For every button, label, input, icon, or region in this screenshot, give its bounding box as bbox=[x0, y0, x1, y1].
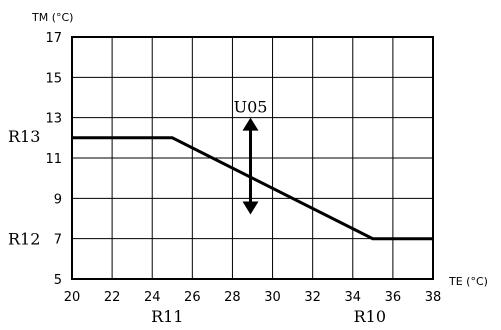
y-tick-label: 11 bbox=[45, 152, 62, 167]
r13-label: R13 bbox=[8, 127, 40, 146]
y-tick-labels: 5 7 9 11 13 15 17 bbox=[45, 31, 62, 288]
y-tick-label: 13 bbox=[45, 112, 62, 127]
u05-double-arrow bbox=[242, 117, 259, 215]
r10-label: R10 bbox=[354, 307, 386, 326]
u05-label: U05 bbox=[234, 98, 268, 117]
x-tick-label: 20 bbox=[64, 290, 81, 305]
y-axis-title: TM (°C) bbox=[31, 11, 73, 24]
arrow-head-down bbox=[242, 201, 259, 215]
x-tick-label: 22 bbox=[104, 290, 121, 305]
plot-frame bbox=[71, 36, 434, 280]
y-tick-label: 7 bbox=[54, 233, 62, 248]
arrow-head-up bbox=[242, 117, 259, 131]
x-tick-labels: 20 22 24 26 28 30 32 34 36 38 bbox=[64, 290, 442, 305]
r11-label: R11 bbox=[151, 307, 183, 326]
grid bbox=[71, 36, 434, 280]
y-tick-label: 5 bbox=[54, 273, 62, 288]
y-tick-label: 15 bbox=[45, 71, 62, 86]
x-tick-label: 24 bbox=[144, 290, 161, 305]
x-tick-label: 28 bbox=[224, 290, 241, 305]
series-line bbox=[72, 136, 433, 241]
x-axis-title: TE (°C) bbox=[448, 275, 488, 288]
y-tick-label: 17 bbox=[45, 31, 62, 46]
x-tick-label: 36 bbox=[385, 290, 402, 305]
x-tick-label: 32 bbox=[304, 290, 321, 305]
x-tick-label: 38 bbox=[425, 290, 442, 305]
x-tick-label: 34 bbox=[345, 290, 362, 305]
r12-label: R12 bbox=[8, 230, 40, 249]
y-tick-label: 9 bbox=[54, 192, 62, 207]
x-tick-label: 30 bbox=[264, 290, 281, 305]
x-tick-label: 26 bbox=[184, 290, 201, 305]
